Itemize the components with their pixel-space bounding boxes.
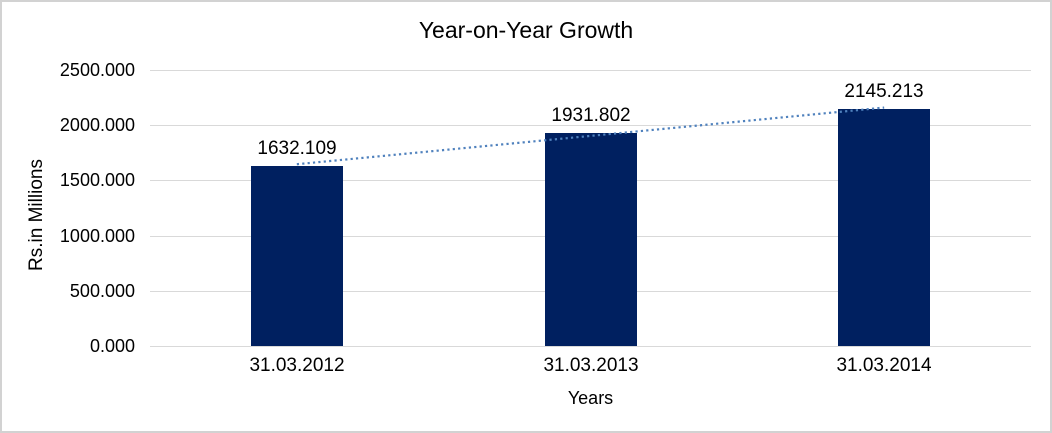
- x-tick-label: 31.03.2012: [249, 355, 345, 376]
- y-tick-label: 0.000: [89, 336, 135, 356]
- x-tick-label: 31.03.2014: [836, 355, 932, 376]
- data-label: 1632.109: [257, 138, 337, 159]
- y-tick-label: 500.000: [69, 281, 135, 301]
- gridline: [150, 70, 1031, 71]
- bar: [545, 133, 637, 346]
- x-tick-label: 31.03.2013: [543, 355, 639, 376]
- y-tick-label: 1500.000: [59, 170, 135, 190]
- x-axis-title: Years: [567, 388, 614, 408]
- y-tick-label: 2500.000: [59, 60, 135, 80]
- data-label: 1931.802: [551, 105, 631, 126]
- y-tick-label: 1000.000: [59, 226, 135, 246]
- bar: [838, 109, 930, 346]
- y-tick-label: 2000.000: [59, 115, 135, 135]
- data-label: 2145.213: [844, 81, 924, 102]
- chart-title: Year-on-Year Growth: [418, 17, 634, 43]
- gridline: [150, 346, 1031, 347]
- bar: [251, 166, 343, 346]
